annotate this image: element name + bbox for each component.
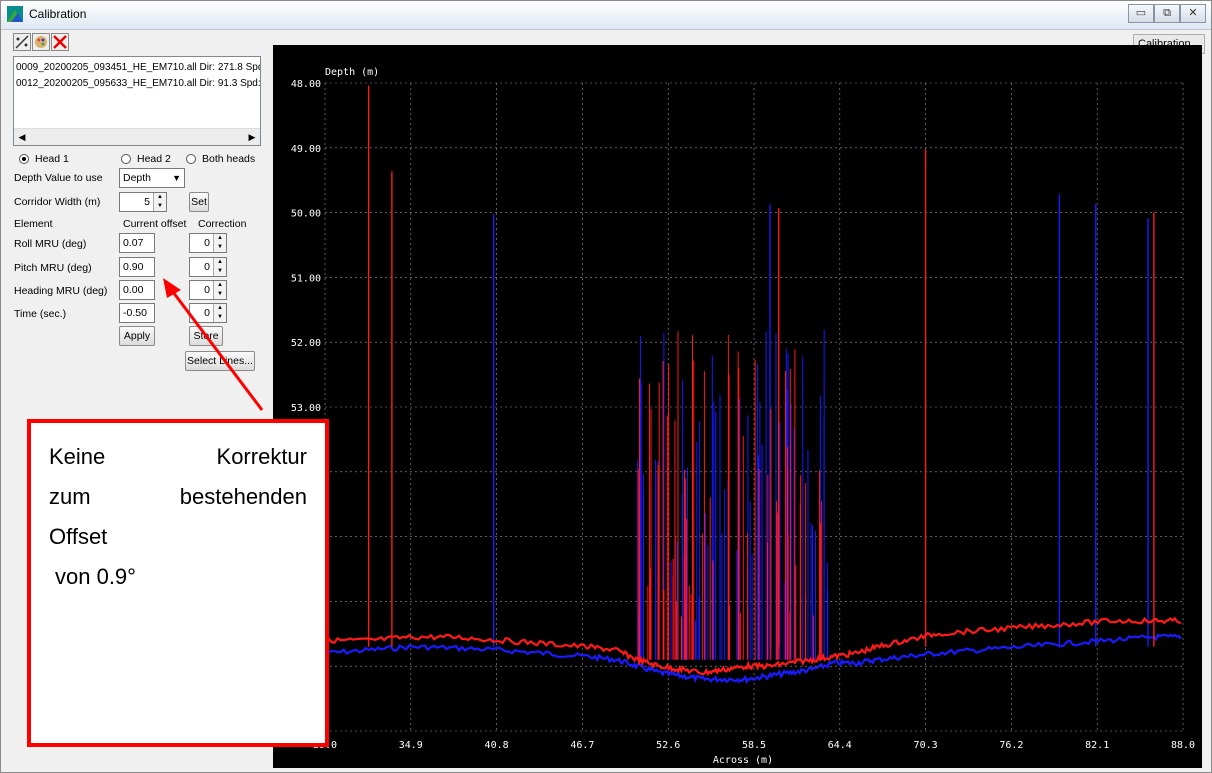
y-tick-label: 53.00 <box>291 403 321 414</box>
pitch-label: Pitch MRU (deg) <box>14 262 92 274</box>
x-tick-label: 82.1 <box>1085 740 1109 751</box>
line-list[interactable]: 0009_20200205_093451_HE_EM710.all Dir: 2… <box>13 56 261 146</box>
annotation-text: bestehenden <box>179 484 307 509</box>
time-correction-stepper[interactable]: 0 ▲ ▼ <box>189 303 227 323</box>
x-tick-label: 40.8 <box>485 740 509 751</box>
x-tick-label: 58.5 <box>742 740 766 751</box>
pitch-correction-stepper[interactable]: 0 ▲ ▼ <box>189 257 227 277</box>
series-line <box>324 633 1182 685</box>
set-button[interactable]: Set <box>189 192 209 212</box>
head2-label: Head 2 <box>137 153 171 165</box>
head1-radio[interactable] <box>19 154 29 164</box>
x-axis-label: Across (m) <box>713 755 773 766</box>
heading-correction-stepper[interactable]: 0 ▲ ▼ <box>189 280 227 300</box>
both-heads-label: Both heads <box>202 153 256 165</box>
both-heads-radio[interactable] <box>186 154 196 164</box>
title-bar[interactable]: Calibration ▭ ⧉ ✕ <box>1 1 1211 30</box>
list-item[interactable]: 0012_20200205_095633_HE_EM710.all Dir: 9… <box>16 78 261 89</box>
series-line <box>324 616 1182 676</box>
plot-area[interactable]: 29.034.940.846.752.658.564.470.376.282.1… <box>273 45 1202 768</box>
x-tick-label: 46.7 <box>570 740 594 751</box>
list-item[interactable]: 0009_20200205_093451_HE_EM710.all Dir: 2… <box>16 62 261 73</box>
select-lines-button[interactable]: Select Lines... <box>185 351 255 371</box>
horizontal-scrollbar[interactable]: ◀ ▶ <box>14 128 260 145</box>
app-icon <box>7 6 23 22</box>
calibration-panel: 0009_20200205_093451_HE_EM710.all Dir: 2… <box>13 56 261 372</box>
depth-value-label: Depth Value to use <box>14 172 103 184</box>
series-blue <box>324 194 1182 685</box>
scroll-right-icon[interactable]: ▶ <box>248 132 256 142</box>
annotation-line-2: zum bestehenden <box>49 477 307 517</box>
annotation-line-1: Keine Korrektur <box>49 437 307 477</box>
depth-value-selected: Depth <box>123 172 152 184</box>
corridor-width-value: 5 <box>144 196 150 208</box>
current-offset-header: Current offset <box>123 218 187 230</box>
corridor-width-label: Corridor Width (m) <box>14 196 101 208</box>
heading-label: Heading MRU (deg) <box>14 285 108 297</box>
x-tick-label: 52.6 <box>656 740 680 751</box>
heading-offset-field[interactable]: 0.00 <box>119 280 155 300</box>
pitch-correction-value: 0 <box>204 261 210 273</box>
heading-correction-value: 0 <box>204 284 210 296</box>
y-tick-label: 49.00 <box>291 144 321 155</box>
x-tick-label: 64.4 <box>828 740 852 751</box>
series-red <box>324 85 1182 676</box>
store-button[interactable]: Store <box>189 326 223 346</box>
depth-value-select[interactable]: Depth ▼ <box>119 168 185 188</box>
y-tick-label: 50.00 <box>291 209 321 220</box>
annotation-text: Korrektur <box>216 444 307 469</box>
scroll-left-icon[interactable]: ◀ <box>18 132 26 142</box>
minimize-button[interactable]: ▭ <box>1128 4 1154 23</box>
palette-icon[interactable] <box>32 33 50 51</box>
roll-offset-field[interactable]: 0.07 <box>119 233 155 253</box>
annotation-callout: Keine Korrektur zum bestehenden Offset v… <box>27 419 329 747</box>
annotation-text: Keine <box>49 444 106 469</box>
pitch-offset-field[interactable]: 0.90 <box>119 257 155 277</box>
series-layer <box>324 85 1182 685</box>
x-tick-label: 88.0 <box>1171 740 1195 751</box>
clear-icon[interactable] <box>51 33 69 51</box>
time-correction-value: 0 <box>204 307 210 319</box>
restore-button[interactable]: ⧉ <box>1154 4 1180 23</box>
corridor-width-stepper[interactable]: 5 ▲ ▼ <box>119 192 167 212</box>
stepper-arrows-icon[interactable]: ▲ ▼ <box>213 304 226 322</box>
stepper-arrows-icon[interactable]: ▲ ▼ <box>153 193 166 211</box>
measure-icon[interactable] <box>13 33 31 51</box>
time-label: Time (sec.) <box>14 308 67 320</box>
roll-correction-stepper[interactable]: 0 ▲ ▼ <box>189 233 227 253</box>
annotation-line-3: Offset <box>49 524 108 549</box>
stepper-arrows-icon[interactable]: ▲ ▼ <box>213 281 226 299</box>
depth-chart[interactable]: 29.034.940.846.752.658.564.470.376.282.1… <box>273 45 1202 768</box>
x-tick-label: 70.3 <box>914 740 938 751</box>
x-tick-label: 34.9 <box>399 740 423 751</box>
window-title: Calibration <box>29 7 87 21</box>
y-axis-label: Depth (m) <box>325 67 379 78</box>
element-header: Element <box>14 218 53 230</box>
annotation-text: zum <box>49 484 91 509</box>
head1-label: Head 1 <box>35 153 69 165</box>
apply-button[interactable]: Apply <box>119 326 155 346</box>
annotation-line-4: von 0.9° <box>55 564 136 589</box>
roll-label: Roll MRU (deg) <box>14 238 87 250</box>
time-offset-field[interactable]: -0.50 <box>119 303 155 323</box>
y-tick-label: 52.00 <box>291 338 321 349</box>
head2-radio[interactable] <box>121 154 131 164</box>
stepper-arrows-icon[interactable]: ▲ ▼ <box>213 258 226 276</box>
y-tick-label: 51.00 <box>291 273 321 284</box>
roll-correction-value: 0 <box>204 237 210 249</box>
x-tick-label: 76.2 <box>999 740 1023 751</box>
close-button[interactable]: ✕ <box>1180 4 1206 23</box>
y-tick-label: 48.00 <box>291 79 321 90</box>
correction-header: Correction <box>198 218 247 230</box>
chevron-down-icon: ▼ <box>172 173 181 183</box>
stepper-arrows-icon[interactable]: ▲ ▼ <box>213 234 226 252</box>
